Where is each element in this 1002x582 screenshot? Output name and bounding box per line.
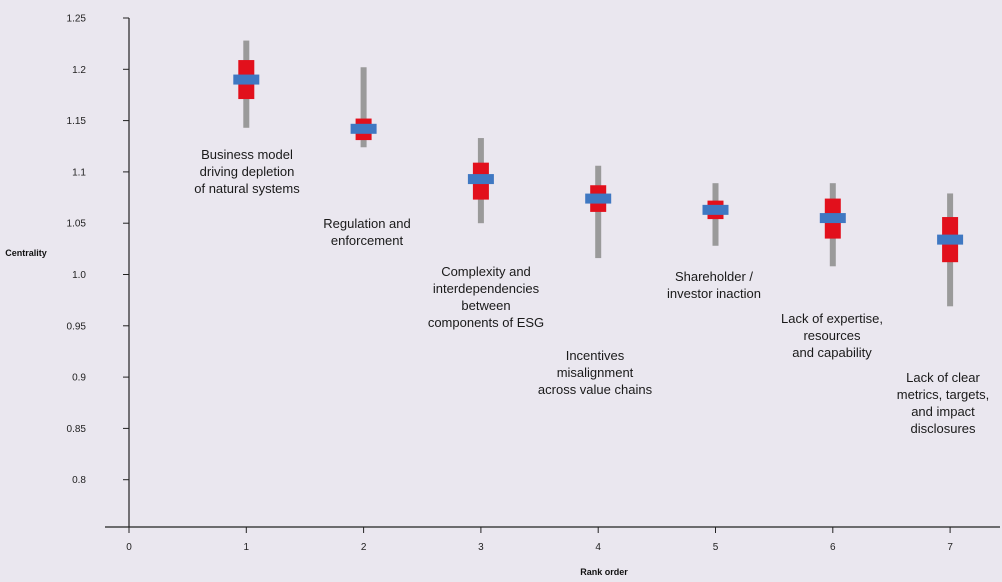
annotation-line: Shareholder /	[675, 269, 753, 284]
point-annotation: Incentives misalignment across value chain…	[538, 348, 653, 397]
y-tick-label: 1.2	[72, 65, 86, 76]
annotation-line: resources	[803, 328, 861, 343]
annotation-line: metrics, targets,	[897, 387, 989, 402]
y-tick-label: 1.0	[72, 270, 86, 281]
annotation-line: and impact	[911, 404, 975, 419]
point-annotation: Complexity and interdependencies between co…	[428, 264, 544, 330]
data-point	[350, 67, 377, 148]
median-marker	[233, 74, 260, 85]
x-tick-label: 7	[947, 542, 953, 553]
annotation-line: Lack of expertise,	[781, 311, 883, 326]
annotation-line: interdependencies	[433, 281, 540, 296]
x-tick-label: 5	[713, 542, 719, 553]
y-tick-label: 1.25	[67, 14, 87, 25]
y-tick-label: 0.9	[72, 373, 86, 384]
x-tick-label: 1	[244, 542, 250, 553]
x-tick-label: 6	[830, 542, 836, 553]
x-tick-label: 3	[478, 542, 484, 553]
annotation-line: and capability	[792, 345, 872, 360]
median-marker	[350, 123, 377, 134]
annotation-line: enforcement	[331, 233, 404, 248]
median-marker	[702, 204, 729, 215]
point-annotation: Regulation and enforcement	[323, 216, 410, 248]
y-axis-label: Centrality	[5, 248, 47, 258]
median-marker	[819, 213, 846, 224]
y-tick-label: 0.95	[67, 321, 87, 332]
annotation-line: misalignment	[557, 365, 634, 380]
annotation-line: disclosures	[910, 421, 976, 436]
annotation-line: Lack of clear	[906, 370, 980, 385]
x-axis-label: Rank order	[580, 567, 628, 577]
y-tick-label: 1.05	[67, 219, 87, 230]
x-tick-label: 4	[595, 542, 601, 553]
axes	[105, 18, 1000, 528]
data-point	[937, 193, 964, 307]
data-point	[702, 183, 729, 246]
data-point	[233, 40, 260, 128]
x-tick-label: 2	[361, 542, 367, 553]
annotation-line: Incentives	[566, 348, 625, 363]
annotation-line: across value chains	[538, 382, 653, 397]
y-tick-label: 1.1	[72, 167, 86, 178]
y-tick-label: 0.8	[72, 475, 86, 486]
annotation-line: Complexity and	[441, 264, 531, 279]
point-annotation: Lack of expertise, resources and capabilit…	[781, 311, 883, 360]
annotation-line: investor inaction	[667, 286, 761, 301]
annotation-line: Regulation and	[323, 216, 410, 231]
point-annotation: Lack of clear metrics, targets, and impact…	[897, 370, 989, 436]
median-marker	[585, 193, 612, 204]
annotation-line: Business model	[201, 147, 293, 162]
annotation-line: driving depletion	[200, 164, 295, 179]
data-point	[585, 165, 612, 259]
data-point	[819, 183, 846, 267]
annotations: Business model driving depletion of natura…	[194, 147, 989, 436]
median-marker	[467, 174, 494, 185]
point-annotation: Business model driving depletion of natura…	[194, 147, 300, 196]
x-tick-label: 0	[126, 542, 132, 553]
median-marker	[937, 234, 964, 245]
data-point	[467, 138, 494, 224]
whisker	[360, 67, 367, 148]
y-tick-label: 0.85	[67, 424, 87, 435]
y-tick-label: 1.15	[67, 116, 87, 127]
annotation-line: components of ESG	[428, 315, 544, 330]
annotation-line: of natural systems	[194, 181, 300, 196]
point-annotation: Shareholder / investor inaction	[667, 269, 761, 301]
annotation-line: between	[461, 298, 510, 313]
data-marks	[233, 40, 964, 307]
tick-labels: 1.25 1.2 1.15 1.1 1.05 1.0 0.95 0.9 0.85 0.8 0 1 2 3 4…	[67, 14, 954, 554]
